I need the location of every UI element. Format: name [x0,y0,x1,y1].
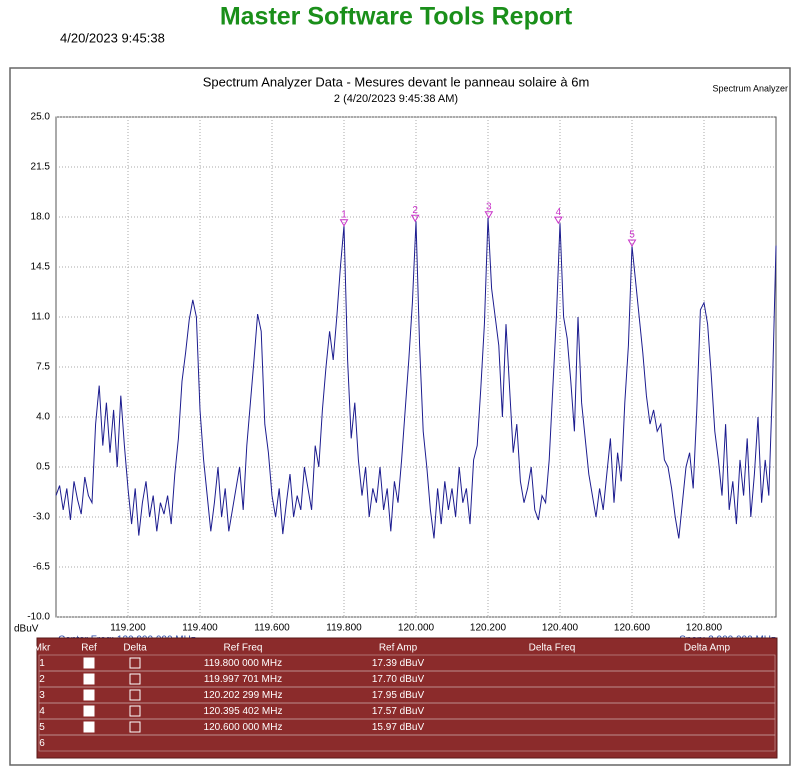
y-tick-label: 4.0 [36,412,50,423]
chart-title: Spectrum Analyzer Data - Mesures devant … [203,74,590,89]
table-cell: 119.997 701 MHz [204,674,282,685]
x-tick-label: 120.400 [542,623,579,634]
marker-table [36,637,778,759]
marker [553,216,563,225]
marker-label: 4 [556,207,562,218]
marker [627,239,637,247]
checkbox [129,705,141,717]
column-header: Mkr [34,643,51,654]
table-cell: 120.600 000 MHz [204,722,283,733]
table-cell: 3 [39,690,45,701]
x-tick-label: 120.600 [614,623,651,634]
y-tick-label: 14.5 [31,262,51,273]
report-date: 4/20/2023 9:45:38 [60,30,165,45]
checkbox [129,689,141,701]
column-header: Ref [81,643,97,654]
marker-label: 2 [412,205,418,216]
x-tick-label: 119.400 [182,623,218,634]
checkbox [83,689,95,701]
corner-label: Spectrum Analyzer [712,83,788,93]
table-row [38,734,776,752]
y-tick-label: -6.5 [33,562,51,573]
table-cell: 119.800 000 MHz [204,658,282,669]
y-tick-label: 18.0 [31,212,51,223]
marker-label: 1 [341,209,347,220]
checkbox [129,657,141,669]
table-cell: 1 [39,658,45,669]
x-tick-label: 120.800 [686,623,723,634]
checkbox [83,705,95,717]
y-tick-label: -10.0 [27,612,50,623]
x-tick-label: 119.800 [326,623,362,634]
checkbox [129,721,141,733]
column-header: Delta Amp [684,643,731,654]
y-tick-label: 25.0 [31,112,51,123]
trace [55,217,777,539]
x-tick-label: 119.200 [110,623,146,634]
checkbox [83,657,95,669]
checkbox [83,721,95,733]
table-cell: 17.57 dBuV [372,706,425,717]
chart-subtitle: 2 (4/20/2023 9:45:38 AM) [334,93,458,105]
marker-label: 5 [629,230,635,241]
table-cell: 6 [39,738,45,749]
table-cell: 17.39 dBuV [372,658,425,669]
table-cell: 17.70 dBuV [372,674,425,685]
x-tick-label: 120.200 [470,623,507,634]
y-unit: dBuV [14,624,39,635]
y-tick-label: 0.5 [36,462,50,473]
marker [484,211,494,219]
table-cell: 5 [39,722,45,733]
x-tick-label: 120.000 [398,623,435,634]
y-tick-label: 21.5 [31,162,51,173]
marker [410,214,420,223]
marker [339,219,349,227]
table-cell: 4 [39,706,45,717]
column-header: Ref Amp [379,643,418,654]
checkbox [129,673,141,685]
report-title: Master Software Tools Report [220,3,573,31]
table-cell: 120.395 402 MHz [204,706,283,717]
marker-label: 3 [486,201,492,212]
checkbox [83,673,95,685]
y-tick-label: 11.0 [31,312,50,323]
y-tick-label: 7.5 [36,362,50,373]
column-header: Delta [123,643,147,654]
table-cell: 17.95 dBuV [372,690,425,701]
column-header: Ref Freq [224,643,263,654]
table-cell: 15.97 dBuV [372,722,425,733]
table-cell: 120.202 299 MHz [204,690,283,701]
x-tick-label: 119.600 [254,623,290,634]
column-header: Delta Freq [529,643,576,654]
y-tick-label: -3.0 [33,512,51,523]
table-cell: 2 [39,674,45,685]
